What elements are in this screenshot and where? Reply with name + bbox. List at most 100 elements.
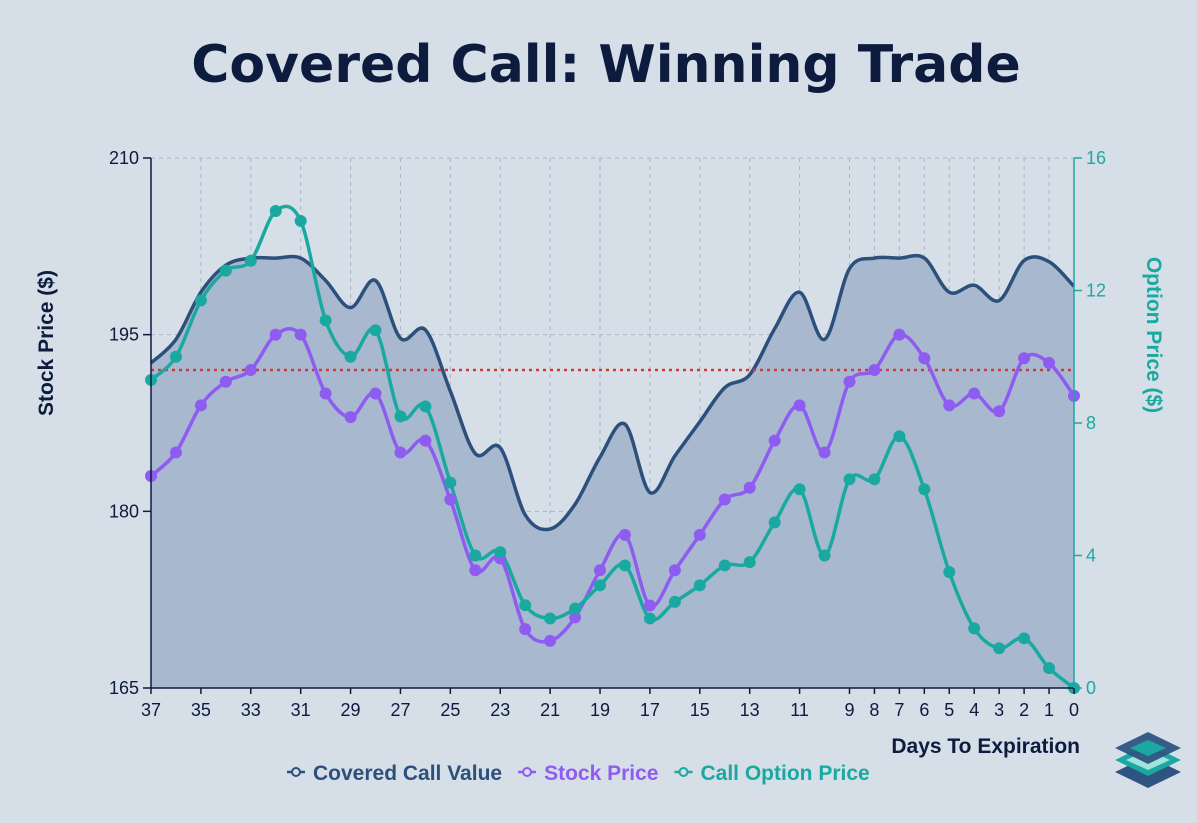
x-tick-label: 37	[141, 700, 161, 720]
call-option-price-point	[169, 350, 182, 363]
call-option-price-point	[768, 516, 781, 529]
stock-price-point	[1018, 352, 1031, 365]
x-axis-title: Days To Expiration	[891, 735, 1080, 758]
stock-price-point	[519, 623, 532, 636]
legend-swatch-marker	[522, 767, 533, 777]
call-option-price-point	[793, 483, 806, 496]
x-tick-label: 3	[994, 700, 1004, 720]
x-tick-label: 4	[969, 700, 979, 720]
call-option-price-point	[319, 314, 332, 327]
call-option-price-line	[149, 204, 1076, 690]
x-tick-label: 19	[590, 700, 610, 720]
call-option-price-point	[843, 473, 856, 486]
x-tick-label: 11	[790, 700, 809, 720]
stock-price-point	[968, 387, 981, 400]
y2-tick-label: 4	[1086, 546, 1096, 566]
legend-swatch-marker	[291, 767, 301, 777]
call-option-price-point	[219, 264, 232, 277]
stock-price-point	[793, 399, 806, 412]
stock-price-point	[269, 328, 282, 341]
x-tick-label: 5	[944, 700, 954, 720]
call-option-price-point	[544, 612, 557, 625]
stock-price-point	[169, 446, 182, 459]
legend-item-stock-price: Stock Price	[518, 762, 659, 785]
call-option-price-point	[469, 549, 482, 562]
call-option-price-point	[344, 350, 357, 363]
stock-price-point	[843, 375, 856, 388]
y2-axis-title: Option Price ($)	[1142, 257, 1165, 413]
call-option-price-point	[444, 476, 457, 489]
call-option-price-point	[394, 410, 407, 423]
call-option-price-point	[594, 579, 607, 592]
call-option-price-point	[194, 294, 207, 307]
x-tick-label: 6	[919, 700, 929, 720]
call-option-price-point	[294, 214, 307, 227]
call-option-price-point	[668, 595, 681, 608]
stock-price-point	[693, 528, 706, 541]
call-option-price-point	[718, 559, 731, 572]
x-tick-label: 33	[241, 700, 261, 720]
y2-tick-label: 16	[1086, 148, 1106, 168]
y-tick-label: 165	[109, 678, 139, 698]
call-option-price-point	[419, 400, 432, 413]
call-option-price-point	[693, 579, 706, 592]
x-tick-label: 31	[291, 700, 311, 720]
call-option-price-point	[818, 549, 831, 562]
y-tick-label: 210	[109, 148, 139, 168]
x-tick-label: 29	[341, 700, 361, 720]
call-option-price-point	[369, 324, 382, 337]
legend-swatch-marker	[678, 767, 689, 777]
stock-price-point	[419, 434, 432, 447]
x-tick-label: 17	[640, 700, 660, 720]
stock-price-point	[444, 493, 457, 506]
call-option-price-point	[244, 254, 257, 267]
chart-title: Covered Call: Winning Trade	[191, 35, 1020, 95]
stock-price-point	[943, 399, 956, 412]
x-tick-label: 21	[540, 700, 560, 720]
call-option-price-point	[893, 430, 906, 443]
x-tick-label: 23	[490, 700, 510, 720]
x-tick-label: 15	[690, 700, 710, 720]
legend: Covered Call Value Stock Price Call Option…	[287, 762, 870, 785]
stock-price-point	[469, 564, 482, 577]
call-option-price-point	[993, 642, 1006, 655]
call-option-price-point	[918, 483, 931, 496]
call-option-price-point	[968, 622, 981, 635]
call-option-price-point	[569, 602, 582, 615]
call-option-price-point	[1018, 632, 1031, 645]
x-tick-label: 13	[740, 700, 760, 720]
x-tick-label: 1	[1044, 700, 1054, 720]
call-option-price-point	[643, 612, 656, 625]
stock-price-point	[668, 564, 681, 577]
call-option-price-point	[1043, 662, 1056, 675]
x-tick-label: 27	[390, 700, 410, 720]
covered-call-value-line	[149, 253, 1076, 532]
stock-price-point	[319, 387, 332, 400]
x-tick-label: 9	[844, 700, 854, 720]
legend-label: Call Option Price	[701, 762, 870, 785]
stock-price-point	[918, 352, 931, 365]
legend-item-covered-call-value: Covered Call Value	[287, 762, 502, 785]
stock-price-point	[219, 375, 232, 388]
call-option-price-point	[868, 473, 881, 486]
stock-price-point	[394, 446, 407, 459]
call-option-price-point	[269, 205, 282, 217]
y2-tick-label: 0	[1086, 678, 1096, 698]
call-option-price-point	[943, 566, 956, 579]
stock-price-point	[768, 434, 781, 447]
y-tick-label: 195	[109, 325, 139, 345]
x-tick-label: 7	[894, 700, 904, 720]
legend-label: Stock Price	[544, 762, 658, 785]
layers-logo-icon	[1115, 732, 1181, 788]
stock-price-point	[594, 564, 607, 577]
stock-price-point	[544, 634, 557, 647]
y2-tick-label: 8	[1086, 413, 1096, 433]
stock-price-point	[993, 405, 1006, 418]
stock-price-point	[244, 364, 257, 376]
call-option-price-point	[618, 559, 631, 572]
stock-price-point	[294, 328, 307, 341]
stock-price-point	[618, 528, 631, 541]
y-tick-label: 180	[109, 501, 139, 521]
stock-price-line	[149, 327, 1076, 644]
call-option-price-point	[519, 599, 532, 612]
